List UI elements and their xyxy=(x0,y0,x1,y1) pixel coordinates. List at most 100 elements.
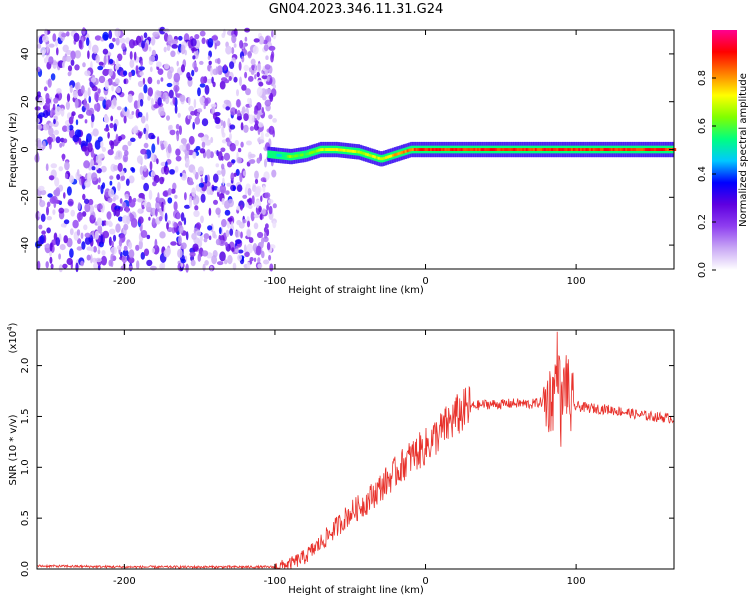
spectrogram-cell xyxy=(585,148,588,151)
spectrogram-cell xyxy=(112,234,117,242)
spectrogram-cell xyxy=(102,230,110,239)
spectrogram-cell xyxy=(437,148,440,151)
spectrogram-cell xyxy=(261,106,264,114)
spectrogram-cell xyxy=(237,147,242,153)
spectrogram-cell xyxy=(397,152,400,156)
snr-x-ticks: -200 -100 0 100 xyxy=(113,330,586,587)
snr-y-ticks: 0.0 0.5 1.0 1.5 2.0 xyxy=(20,358,674,577)
spectrogram-cell xyxy=(272,118,277,123)
spectrogram-cell xyxy=(82,27,86,35)
spectrogram-cell xyxy=(44,244,51,248)
spectrogram-cell xyxy=(140,115,146,124)
spectrogram-cell xyxy=(327,148,330,151)
spectrogram-cell xyxy=(239,76,242,87)
spectrogram-cell xyxy=(207,225,213,231)
spectrogram-cell xyxy=(178,225,184,234)
spectrogram-cell xyxy=(534,148,538,151)
spectrogram-cell xyxy=(185,263,189,273)
spectrogram-cell xyxy=(97,65,104,71)
spectrogram-cell xyxy=(357,150,360,154)
spectrogram-cell xyxy=(549,148,552,151)
spectrogram-cell xyxy=(248,204,253,210)
spectrogram-cell xyxy=(70,50,76,60)
x-tick-label: 0 xyxy=(422,276,428,287)
y-tick-label: 0.0 xyxy=(20,561,31,577)
spectrogram-cell xyxy=(211,255,218,265)
spectrogram-cell xyxy=(248,197,253,206)
spectrogram-cell xyxy=(120,175,126,181)
spectrogram-cell xyxy=(524,148,527,151)
spectrogram-cell xyxy=(72,90,79,99)
spectrogram-cell xyxy=(176,60,179,67)
spectrogram-cell xyxy=(234,230,241,238)
spectrogram-cell xyxy=(258,205,262,213)
spectrogram-cell xyxy=(86,254,91,261)
spectrogram-cell xyxy=(211,35,218,41)
spectrogram-cell xyxy=(65,55,72,62)
spectrogram-cell xyxy=(153,104,160,109)
spectrogram-cell xyxy=(151,247,156,254)
spectrogram-cell xyxy=(372,155,375,158)
spectrogram-cell xyxy=(254,74,257,80)
spectrogram-cell xyxy=(370,154,373,158)
spectrogram-cell xyxy=(545,148,548,151)
spectrogram-cell xyxy=(219,251,226,262)
spectrogram-cell xyxy=(191,187,196,197)
spectrogram-cell xyxy=(115,86,122,94)
spectrogram-cell xyxy=(194,116,201,125)
spectrogram-cell xyxy=(176,212,181,220)
spectrogram-cell xyxy=(246,261,251,270)
spectrogram-cell xyxy=(43,57,49,64)
spectrogram-cell xyxy=(540,148,543,151)
spectrogram-cell xyxy=(108,42,114,50)
spectrogram-cell xyxy=(428,148,431,151)
spectrogram-cell xyxy=(493,148,496,151)
spectrogram-cell xyxy=(95,54,100,64)
spectrogram-cell xyxy=(230,107,237,116)
spectrogram-cell xyxy=(199,30,206,37)
spectrogram-cell xyxy=(531,148,534,151)
colorbar-ticks: 0.0 0.2 0.4 0.6 0.8 xyxy=(697,70,716,278)
spectrogram-cell xyxy=(417,148,420,151)
y-tick-label: 2.0 xyxy=(20,358,31,374)
spectrogram-cell xyxy=(203,233,210,240)
spectrogram-cell xyxy=(215,66,218,76)
spectrogram-cell xyxy=(254,170,259,180)
spectrogram-cell xyxy=(143,32,148,39)
spectrogram-cell xyxy=(404,149,407,153)
spectrogram-cell xyxy=(605,148,608,151)
y-tick-label: 1.0 xyxy=(20,459,31,475)
spectrogram-cell xyxy=(199,60,204,65)
spectrogram-cell xyxy=(473,148,476,151)
spectrogram-cell xyxy=(471,148,474,151)
spectrogram-cell xyxy=(477,148,480,151)
spectrogram-cell xyxy=(167,188,172,196)
spectrogram-cell xyxy=(169,129,176,136)
spectrogram-cell xyxy=(260,177,267,183)
spectrogram-cell xyxy=(323,148,326,151)
spectrogram-cell xyxy=(156,91,162,96)
spectrogram-cell xyxy=(614,148,617,151)
spectrogram-cell xyxy=(69,228,74,236)
spectrogram-cell xyxy=(122,51,127,56)
spectrogram-cell xyxy=(220,119,224,127)
spectrogram-cell xyxy=(319,148,322,152)
spectrogram-cell xyxy=(94,35,102,41)
spectrogram-cell xyxy=(361,151,364,155)
spectrogram-cell xyxy=(475,148,478,151)
spectrogram-cell xyxy=(101,147,106,152)
spectrogram-cell xyxy=(109,228,116,235)
spectrogram-cell xyxy=(104,127,110,132)
spectrogram-cell xyxy=(229,142,236,152)
spectrogram-cell xyxy=(208,235,212,241)
spectrogram-cell xyxy=(148,216,151,221)
spectrogram-cell xyxy=(34,106,41,111)
spectrogram-cell xyxy=(421,148,424,151)
spectrogram-cell xyxy=(310,151,313,154)
spectrogram-cell xyxy=(276,153,279,157)
spectrogram-x-axis-label: Height of straight line (km) xyxy=(288,285,424,296)
spectrogram-cell xyxy=(406,149,409,153)
spectrogram-cell xyxy=(77,238,82,245)
spectrogram-cell xyxy=(190,38,197,47)
spectrogram-cell xyxy=(231,47,235,55)
